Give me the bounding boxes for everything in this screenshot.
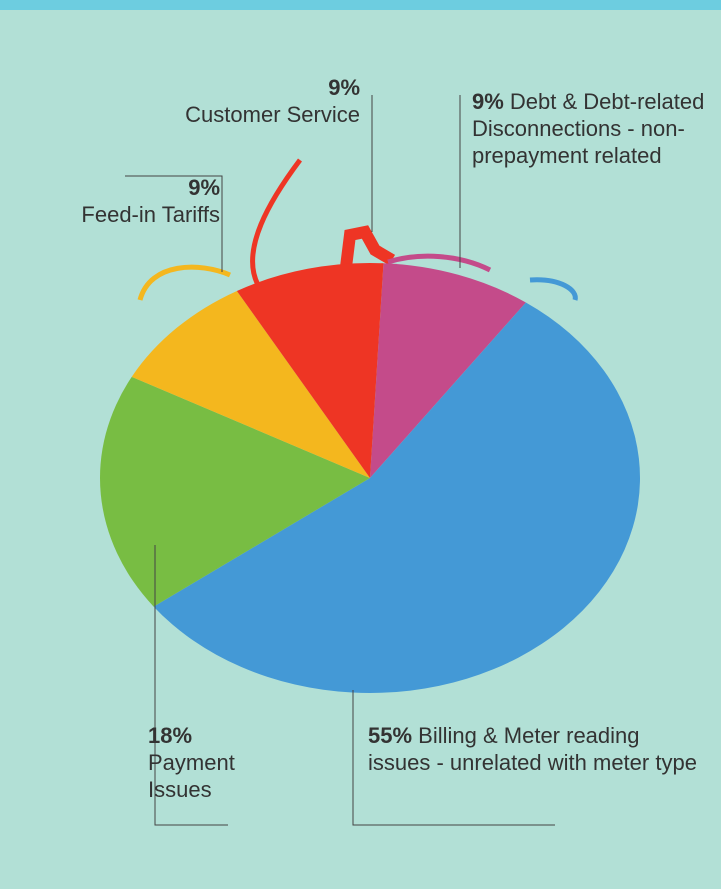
category-label: Payment Issues	[148, 750, 235, 802]
pie-slice	[100, 376, 371, 607]
leader-line	[125, 175, 223, 272]
category-label: Billing & Meter reading issues - unrelat…	[368, 723, 697, 775]
decoration	[137, 158, 578, 301]
leader-line	[154, 545, 228, 826]
leader-line	[352, 690, 555, 826]
pie-slice	[153, 302, 640, 694]
category-label: Customer Service	[185, 102, 360, 127]
value-label: 9%	[472, 89, 504, 114]
category-label: Debt & Debt-related Disconnections - non…	[472, 89, 705, 168]
pie	[100, 263, 640, 694]
value-label: 55%	[368, 723, 413, 748]
value-label: 9%	[188, 175, 220, 200]
slice-label: 9% Debt & Debt-related Disconnections - …	[472, 88, 712, 169]
slice-label: 9% Feed-in Tariffs	[20, 174, 220, 228]
pie-slice	[370, 263, 526, 478]
pie-slice	[236, 263, 384, 478]
top-strip	[0, 0, 721, 10]
pie-slice	[131, 290, 370, 478]
leader-lines	[125, 95, 555, 826]
category-label: Feed-in Tariffs	[81, 202, 220, 227]
slice-label: 9% Customer Service	[100, 74, 360, 128]
slice-label: 55% Billing & Meter reading issues - unr…	[368, 722, 698, 776]
slice-label: 18% Payment Issues	[148, 722, 288, 803]
value-label: 18%	[148, 723, 193, 748]
value-label: 9%	[328, 75, 360, 100]
